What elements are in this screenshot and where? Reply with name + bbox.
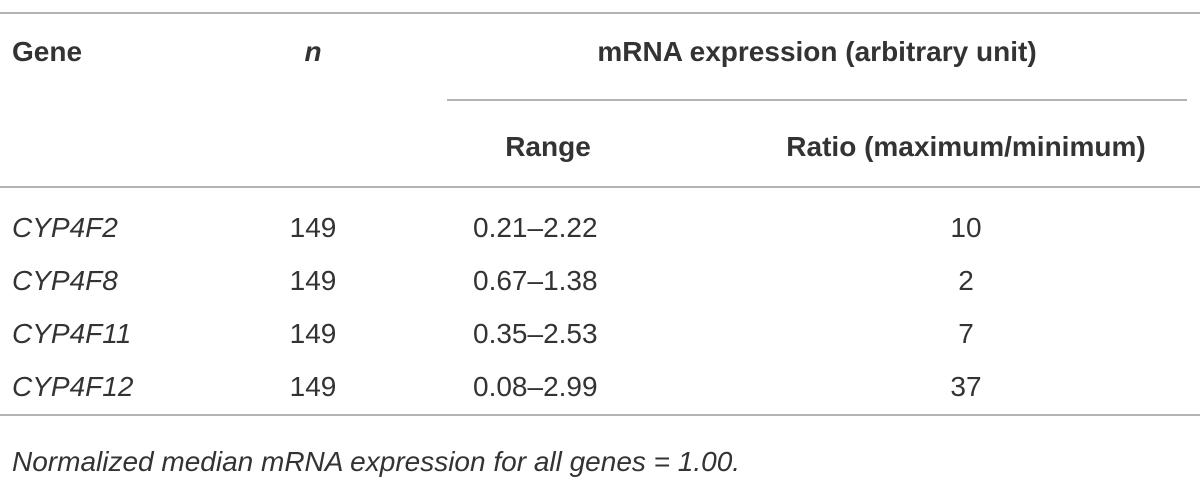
range-cell: 0.08–2.99 xyxy=(473,371,598,402)
header-ratio: Ratio (maximum/minimum) xyxy=(786,131,1146,162)
header-gene: Gene xyxy=(12,36,83,67)
gene-cell: CYP4F11 xyxy=(12,318,132,349)
range-cell: 0.67–1.38 xyxy=(473,265,598,296)
gene-cell: CYP4F8 xyxy=(12,265,118,296)
header-n: n xyxy=(304,36,322,67)
header-rule xyxy=(0,186,1200,188)
top-rule xyxy=(0,12,1200,14)
footnote: Normalized median mRNA expression for al… xyxy=(12,446,741,477)
ratio-cell: 10 xyxy=(950,212,982,243)
gene-cell: CYP4F12 xyxy=(12,371,134,402)
header-range: Range xyxy=(505,131,591,162)
range-cell: 0.21–2.22 xyxy=(473,212,598,243)
ratio-cell: 7 xyxy=(958,318,974,349)
group-rule xyxy=(447,99,1187,101)
ratio-cell: 37 xyxy=(950,371,982,402)
n-cell: 149 xyxy=(289,265,337,296)
n-cell: 149 xyxy=(289,318,337,349)
bottom-rule xyxy=(0,414,1200,416)
header-group: mRNA expression (arbitrary unit) xyxy=(597,36,1037,67)
range-cell: 0.35–2.53 xyxy=(473,318,598,349)
n-cell: 149 xyxy=(289,212,337,243)
gene-cell: CYP4F2 xyxy=(12,212,118,243)
ratio-cell: 2 xyxy=(958,265,974,296)
n-cell: 149 xyxy=(289,371,337,402)
